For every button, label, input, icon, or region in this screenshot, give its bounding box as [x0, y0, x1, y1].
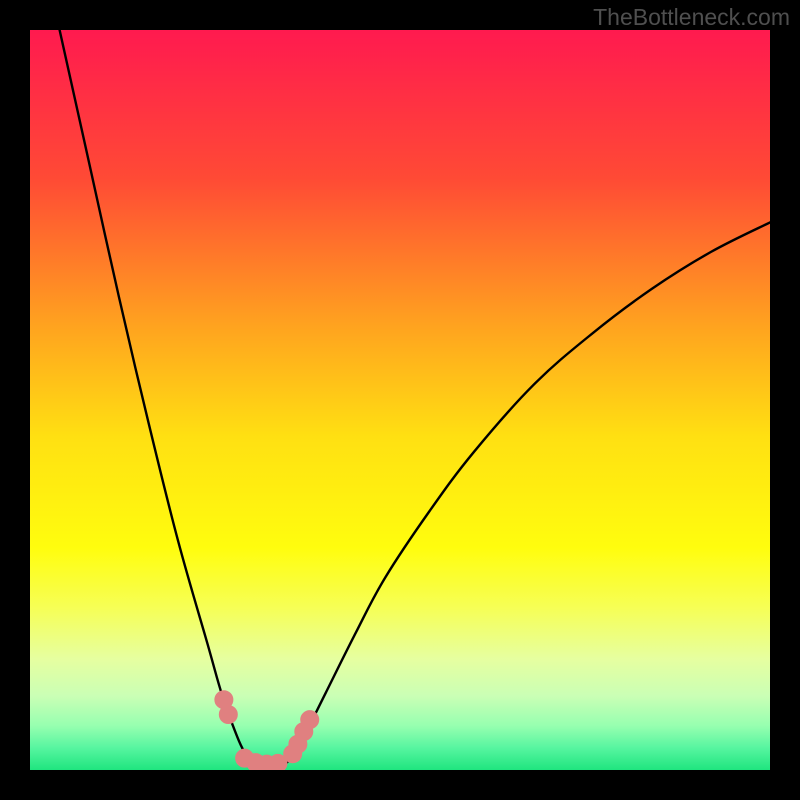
bottleneck-chart	[0, 0, 800, 800]
highlight-marker	[219, 706, 237, 724]
chart-frame: TheBottleneck.com	[0, 0, 800, 800]
gradient-background	[30, 30, 770, 770]
highlight-marker	[301, 711, 319, 729]
watermark-text: TheBottleneck.com	[593, 4, 790, 31]
